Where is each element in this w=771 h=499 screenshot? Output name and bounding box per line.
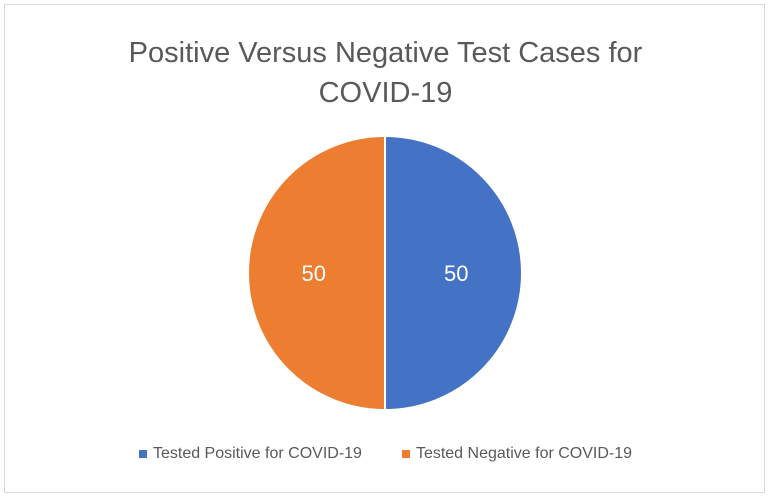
data-label-positive: 50 xyxy=(444,261,468,286)
pie-slice-negative xyxy=(247,134,386,412)
legend-swatch-positive xyxy=(138,450,147,458)
chart-title-line-2: COVID-19 xyxy=(318,77,453,109)
legend-item-negative: Tested Negative for COVID-19 xyxy=(401,445,633,463)
pie-slice-positive xyxy=(384,134,523,412)
pie-chart: 50 50 xyxy=(247,134,523,412)
legend-label-positive: Tested Positive for COVID-19 xyxy=(152,445,362,462)
legend-swatch-negative xyxy=(401,450,410,458)
data-label-negative: 50 xyxy=(302,261,326,286)
legend: Tested Positive for COVID-19 Tested Nega… xyxy=(5,445,766,463)
chart-title: Positive Versus Negative Test Cases for … xyxy=(5,33,766,113)
legend-item-positive: Tested Positive for COVID-19 xyxy=(138,445,362,463)
legend-label-negative: Tested Negative for COVID-19 xyxy=(415,445,633,462)
chart-frame: Positive Versus Negative Test Cases for … xyxy=(4,4,765,493)
chart-title-line-1: Positive Versus Negative Test Cases for xyxy=(128,37,643,69)
